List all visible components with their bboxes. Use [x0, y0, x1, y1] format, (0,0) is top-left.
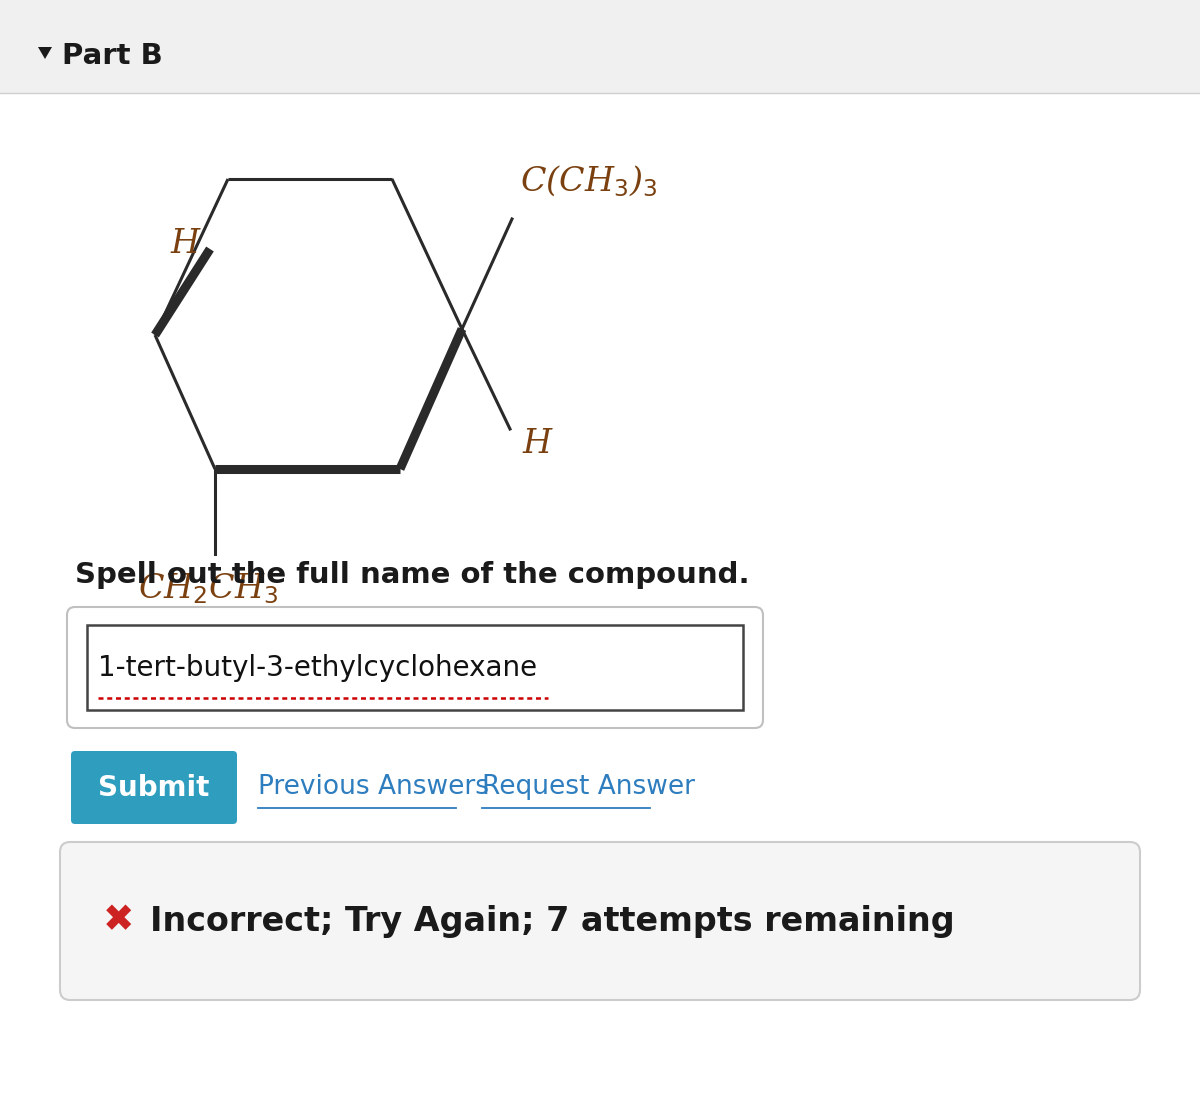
Text: C(CH$_3$)$_3$: C(CH$_3$)$_3$ — [520, 164, 658, 199]
FancyBboxPatch shape — [71, 751, 238, 824]
Text: Part B: Part B — [62, 42, 163, 70]
FancyBboxPatch shape — [0, 93, 1200, 1099]
Text: Previous Answers: Previous Answers — [258, 775, 490, 800]
Text: Incorrect; Try Again; 7 attempts remaining: Incorrect; Try Again; 7 attempts remaini… — [150, 904, 955, 937]
Text: H: H — [522, 428, 551, 460]
FancyBboxPatch shape — [88, 625, 743, 710]
Polygon shape — [38, 47, 52, 59]
FancyBboxPatch shape — [67, 607, 763, 728]
Text: H: H — [170, 227, 199, 260]
Text: Request Answer: Request Answer — [482, 775, 695, 800]
Text: Spell out the full name of the compound.: Spell out the full name of the compound. — [74, 560, 750, 589]
FancyBboxPatch shape — [0, 0, 1200, 93]
Text: CH$_2$CH$_3$: CH$_2$CH$_3$ — [138, 571, 278, 607]
Text: Submit: Submit — [98, 774, 210, 801]
Text: ✖: ✖ — [102, 903, 133, 939]
Text: 1-tert-butyl-3-ethylcyclohexane: 1-tert-butyl-3-ethylcyclohexane — [98, 654, 538, 681]
FancyBboxPatch shape — [60, 842, 1140, 1000]
